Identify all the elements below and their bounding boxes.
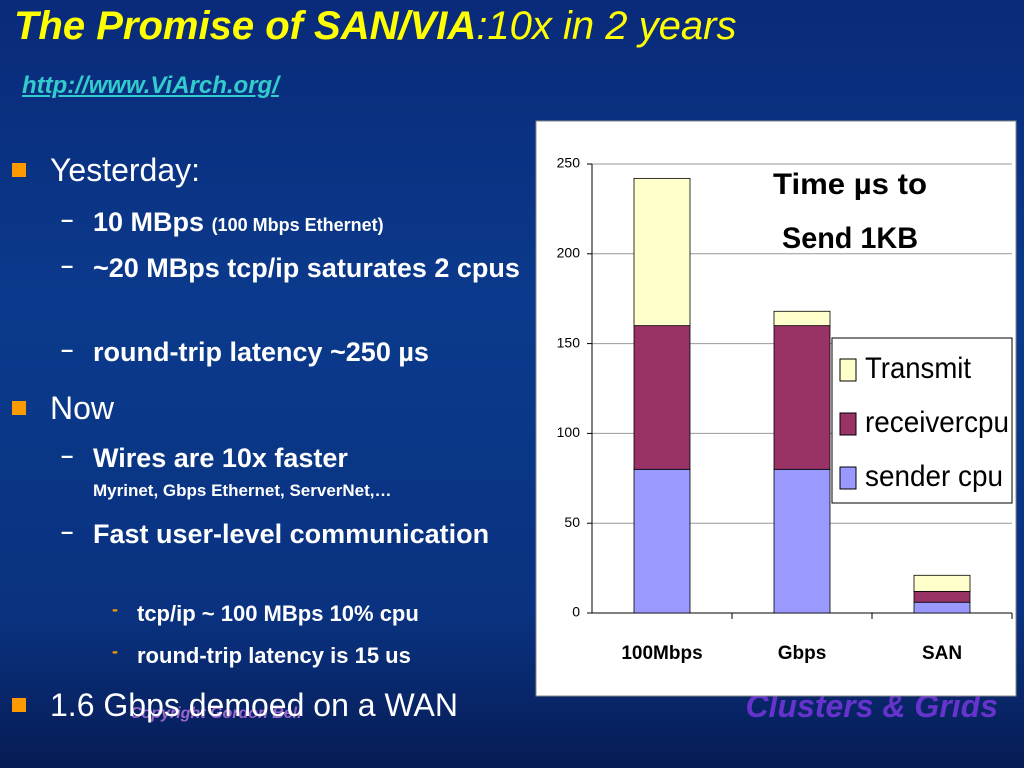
bullet-note: (100 Mbps Ethernet) <box>211 215 384 235</box>
legend-swatch <box>839 466 857 490</box>
bar-segment <box>913 601 971 614</box>
legend-box <box>831 337 1013 504</box>
bullet-marker <box>12 698 26 712</box>
bullet-item: – round-trip latency ~250 µs <box>61 336 523 370</box>
link[interactable]: http://www.ViArch.org/ <box>22 72 279 99</box>
bullet-marker: – <box>61 519 74 544</box>
bullet-item: – ~20 MBps tcp/ip saturates 2 cpus <box>61 252 523 286</box>
bullet-marker: – <box>61 253 74 278</box>
y-tick-label: 100 <box>557 424 581 440</box>
footer-left: Copyright Gordon Bell <box>130 705 302 722</box>
bullet-item: Now <box>12 388 520 428</box>
bar-segment <box>633 325 691 470</box>
bullet-item: – Fast user-level communication <box>61 518 523 552</box>
bar-segment <box>773 325 831 470</box>
legend-swatch <box>839 358 857 382</box>
bullet-marker: - <box>112 641 118 661</box>
bar-segment <box>913 591 971 603</box>
bullet-item: –10 MBps (100 Mbps Ethernet) <box>61 206 523 240</box>
chart-title: Time µs to <box>773 168 927 201</box>
slide-title: The Promise of SAN/VIA:10x in 2 years <box>14 4 736 49</box>
bullet-sub: Myrinet, Gbps Ethernet, ServerNet,… <box>93 480 392 500</box>
bullet-text: round-trip latency is 15 us <box>137 643 411 668</box>
bullet-marker: – <box>61 443 74 468</box>
legend-swatch <box>839 412 857 436</box>
y-tick-label: 150 <box>557 334 581 350</box>
x-tick-label: SAN <box>922 643 962 664</box>
bullet-text: Wires are 10x faster <box>93 443 348 473</box>
bullet-text: 10 MBps <box>93 207 205 237</box>
bullet-text: round-trip latency ~250 µs <box>93 337 429 367</box>
bullet-item: 1.6 Gbps demoed on a WAN <box>12 685 520 725</box>
bar-segment <box>633 468 691 614</box>
bullet-text: Fast user-level communication <box>93 519 490 549</box>
bullet-marker: – <box>61 337 74 362</box>
x-tick-label: 100Mbps <box>621 643 702 664</box>
title-main: The Promise of SAN/VIA <box>14 4 477 48</box>
bullet-item: - tcp/ip ~ 100 MBps 10% cpu <box>112 599 527 628</box>
bullet-text: 1.6 Gbps demoed on a WAN <box>50 687 458 723</box>
x-tick-label: Gbps <box>778 643 827 664</box>
chart-title: Send 1KB <box>782 222 918 255</box>
legend-label: sender cpu <box>865 460 1003 493</box>
y-tick-label: 250 <box>557 155 581 171</box>
bullet-marker <box>12 401 26 415</box>
legend-label: Transmit <box>865 352 972 385</box>
bar-segment <box>773 468 831 614</box>
y-tick-label: 0 <box>572 604 580 620</box>
bar-segment <box>773 310 831 327</box>
bar-segment <box>633 177 691 327</box>
legend-label: receivercpu <box>865 406 1009 439</box>
bullet-text: Now <box>50 390 115 426</box>
bullet-text: Yesterday: <box>50 152 201 188</box>
title-rest: :10x in 2 years <box>476 4 737 48</box>
y-tick-label: 200 <box>557 245 581 261</box>
bullet-marker <box>12 163 26 177</box>
y-tick-label: 50 <box>564 514 580 530</box>
bullet-text: tcp/ip ~ 100 MBps 10% cpu <box>137 601 419 626</box>
bullet-marker: – <box>61 207 74 232</box>
bullet-marker: - <box>112 599 118 619</box>
bullet-item: – Wires are 10x faster Myrinet, Gbps Ether… <box>61 442 523 501</box>
bar-segment <box>913 574 971 592</box>
bullet-text: ~20 MBps tcp/ip saturates 2 cpus <box>93 253 520 283</box>
bullet-item: - round-trip latency is 15 us <box>112 641 527 670</box>
bullet-item: Yesterday: <box>12 150 520 190</box>
